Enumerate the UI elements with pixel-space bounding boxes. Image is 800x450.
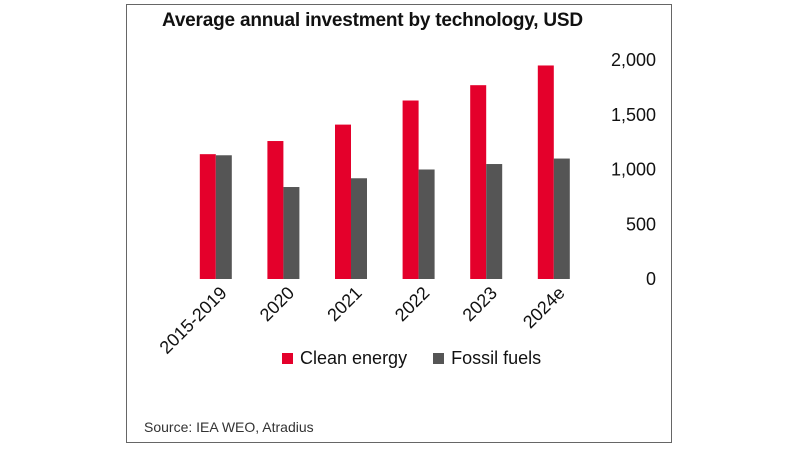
bar-clean-energy xyxy=(537,65,554,279)
y-tick-label: 1,000 xyxy=(611,160,656,180)
bar-clean-energy xyxy=(402,100,419,279)
y-tick-label: 1,500 xyxy=(611,105,656,125)
bar-fossil-fuels xyxy=(553,158,570,279)
bar-clean-energy xyxy=(267,141,284,279)
clean-energy-swatch xyxy=(282,353,293,364)
legend-item-clean-energy: Clean energy xyxy=(282,348,407,369)
bar-fossil-fuels xyxy=(351,178,367,279)
bar-fossil-fuels xyxy=(486,164,503,279)
x-tick-label: 2020 xyxy=(256,283,298,325)
legend-label-clean-energy: Clean energy xyxy=(300,348,408,368)
bar-clean-energy xyxy=(335,124,351,279)
chart-title: Average annual investment by technology,… xyxy=(162,10,583,31)
x-tick-label: 2021 xyxy=(323,283,365,325)
x-tick-label: 2022 xyxy=(391,283,433,325)
fossil-fuels-swatch xyxy=(433,353,445,364)
x-tick-label: 2023 xyxy=(459,283,501,325)
y-tick-label: 500 xyxy=(626,214,656,234)
source-note: Source: IEA WEO, Atradius xyxy=(144,419,314,435)
legend-item-fossil-fuels: Fossil fuels xyxy=(433,348,541,369)
bar-fossil-fuels xyxy=(215,155,232,279)
y-tick-label: 0 xyxy=(646,269,656,289)
bar-clean-energy xyxy=(199,154,216,279)
legend-label-fossil-fuels: Fossil fuels xyxy=(451,348,542,368)
bar-clean-energy xyxy=(470,85,487,279)
y-tick-label: 2,000 xyxy=(611,50,656,70)
x-tick-label: 2015-2019 xyxy=(156,283,231,358)
bar-fossil-fuels xyxy=(418,169,435,279)
bar-fossil-fuels xyxy=(283,187,300,279)
legend: Clean energy Fossil fuels xyxy=(282,348,567,369)
x-tick-label: 2024e xyxy=(519,283,569,333)
